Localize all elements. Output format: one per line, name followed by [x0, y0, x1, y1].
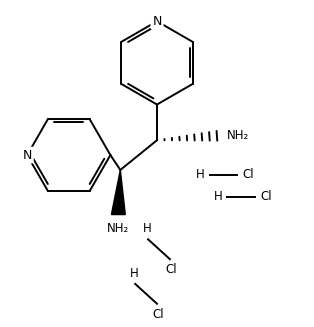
Text: H: H: [196, 168, 205, 181]
Text: NH₂: NH₂: [107, 222, 129, 235]
Text: Cl: Cl: [242, 168, 254, 181]
Text: H: H: [214, 190, 222, 203]
Text: N: N: [152, 15, 162, 28]
Text: Cl: Cl: [260, 190, 272, 203]
Text: H: H: [143, 222, 151, 235]
Text: NH₂: NH₂: [227, 129, 250, 142]
Text: N: N: [23, 148, 32, 162]
Polygon shape: [111, 170, 125, 215]
Text: H: H: [130, 267, 138, 280]
Text: Cl: Cl: [152, 308, 164, 321]
Text: Cl: Cl: [165, 263, 177, 276]
